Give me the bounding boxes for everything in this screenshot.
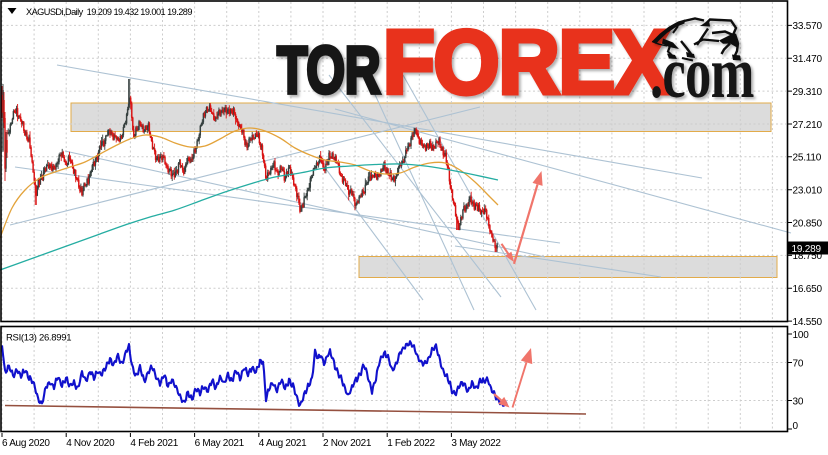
svg-text:6 May 2021: 6 May 2021 (195, 438, 245, 449)
svg-text:20.850: 20.850 (793, 218, 823, 229)
svg-text:XAGUSDi,Daily 19.209 19.432 1: XAGUSDi,Daily 19.209 19.432 19.001 19.28… (26, 7, 192, 17)
svg-text:1 Feb 2022: 1 Feb 2022 (387, 438, 435, 449)
svg-text:16.650: 16.650 (793, 284, 823, 295)
svg-text:23.010: 23.010 (793, 186, 823, 197)
svg-text:29.310: 29.310 (793, 87, 823, 98)
svg-text:0: 0 (793, 421, 799, 432)
svg-text:27.210: 27.210 (793, 120, 823, 131)
svg-text:19.289: 19.289 (792, 244, 822, 255)
svg-text:TOR: TOR (277, 32, 380, 108)
svg-text:18.750: 18.750 (793, 251, 823, 262)
svg-text:RSI(13) 26.8991: RSI(13) 26.8991 (6, 333, 71, 344)
svg-text:31.470: 31.470 (793, 54, 823, 65)
svg-text:2 Nov 2021: 2 Nov 2021 (323, 438, 372, 449)
svg-text:4 Nov 2020: 4 Nov 2020 (66, 438, 115, 449)
svg-text:4 Feb 2021: 4 Feb 2021 (130, 438, 178, 449)
svg-text:FOREX: FOREX (383, 12, 670, 113)
svg-text:14.550: 14.550 (793, 317, 823, 328)
svg-text:33.570: 33.570 (793, 21, 823, 32)
svg-text:3 May 2022: 3 May 2022 (451, 438, 501, 449)
svg-text:100: 100 (793, 330, 810, 341)
svg-text:70: 70 (793, 359, 804, 370)
svg-text:6 Aug 2020: 6 Aug 2020 (2, 438, 50, 449)
svg-text:25.110: 25.110 (793, 153, 822, 164)
svg-text:4 Aug 2021: 4 Aug 2021 (259, 438, 307, 449)
svg-text:30: 30 (793, 397, 804, 408)
